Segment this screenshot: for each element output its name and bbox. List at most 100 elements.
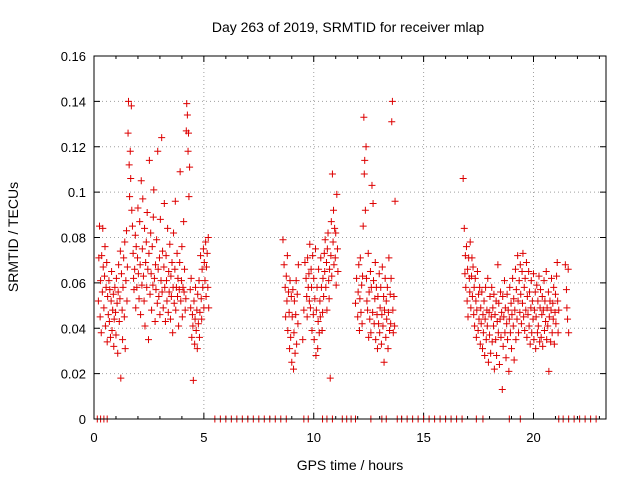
data-point: [507, 299, 515, 307]
data-point: [120, 254, 128, 262]
data-point: [160, 199, 168, 207]
data-point: [121, 238, 129, 246]
data-point: [149, 281, 157, 289]
data-point: [483, 322, 491, 330]
data-point: [133, 283, 141, 291]
data-point: [367, 329, 375, 337]
data-point: [542, 268, 550, 276]
data-point: [187, 304, 195, 312]
data-point: [472, 333, 480, 341]
data-point: [325, 295, 333, 303]
data-point: [289, 286, 297, 294]
data-point: [478, 288, 486, 296]
data-point: [385, 254, 393, 262]
data-point: [288, 313, 296, 321]
data-point: [464, 313, 472, 321]
data-point: [356, 254, 364, 262]
data-point: [522, 258, 530, 266]
data-point: [515, 277, 523, 285]
data-point: [112, 274, 120, 282]
data-point: [170, 229, 178, 237]
data-point: [467, 304, 475, 312]
data-point: [549, 315, 557, 323]
data-point: [381, 306, 388, 314]
data-point: [494, 261, 502, 269]
data-point: [520, 283, 528, 291]
data-point: [484, 358, 492, 366]
data-point: [380, 358, 388, 366]
data-point: [499, 342, 507, 350]
data-point: [115, 261, 123, 269]
x-tick-label: 5: [200, 430, 207, 445]
data-point: [168, 258, 176, 266]
data-point: [332, 281, 340, 289]
data-point: [142, 238, 150, 246]
data-point: [145, 249, 153, 257]
data-point: [355, 261, 363, 269]
data-point: [548, 329, 556, 337]
data-point: [521, 274, 529, 282]
data-point: [123, 227, 131, 235]
data-point: [314, 345, 322, 353]
data-point: [474, 327, 482, 335]
data-point: [498, 308, 506, 316]
data-point: [384, 308, 392, 316]
data-point: [302, 274, 310, 282]
data-point: [195, 277, 203, 285]
data-point: [312, 245, 319, 253]
data-point: [287, 292, 295, 300]
data-point: [181, 306, 189, 314]
data-point: [511, 265, 519, 273]
data-point: [322, 283, 330, 291]
data-point: [489, 304, 497, 312]
data-point: [99, 263, 107, 271]
x-tick-label: 20: [526, 430, 540, 445]
data-point: [365, 288, 373, 296]
data-point: [184, 129, 192, 137]
data-point: [327, 218, 335, 226]
data-point: [163, 277, 171, 285]
data-point: [162, 252, 170, 260]
data-point: [283, 297, 291, 305]
data-point: [306, 240, 314, 248]
data-point: [321, 236, 329, 244]
data-point: [476, 283, 484, 291]
data-point: [498, 386, 506, 394]
data-point: [197, 295, 205, 303]
y-tick-label: 0.06: [61, 276, 86, 291]
data-point: [481, 351, 489, 359]
data-point: [154, 265, 162, 273]
data-point: [539, 306, 547, 314]
data-point: [167, 272, 175, 280]
data-point: [164, 308, 172, 316]
data-point: [554, 329, 562, 337]
data-point: [509, 322, 517, 330]
data-point: [176, 168, 184, 176]
data-point: [97, 329, 105, 337]
data-point: [503, 290, 511, 298]
data-point: [171, 265, 179, 273]
data-point: [521, 327, 529, 335]
data-point: [510, 356, 518, 364]
data-point: [378, 311, 386, 319]
data-point: [321, 268, 329, 276]
data-point: [524, 311, 532, 319]
data-point: [306, 304, 314, 312]
data-point: [561, 261, 569, 269]
data-point: [491, 311, 499, 319]
data-point: [120, 313, 128, 321]
data-point: [176, 258, 184, 266]
x-axis: 0 5 10 15 20: [90, 56, 600, 445]
data-point: [543, 304, 551, 312]
data-point: [466, 288, 474, 296]
data-point: [468, 254, 476, 262]
y-tick-label: 0.1: [68, 185, 86, 200]
data-point: [508, 311, 516, 319]
data-point: [550, 283, 558, 291]
data-point: [355, 327, 363, 335]
data-point: [174, 274, 182, 282]
data-point: [112, 331, 120, 339]
data-point: [324, 229, 332, 237]
data-point: [202, 292, 210, 300]
data-point: [150, 186, 158, 194]
